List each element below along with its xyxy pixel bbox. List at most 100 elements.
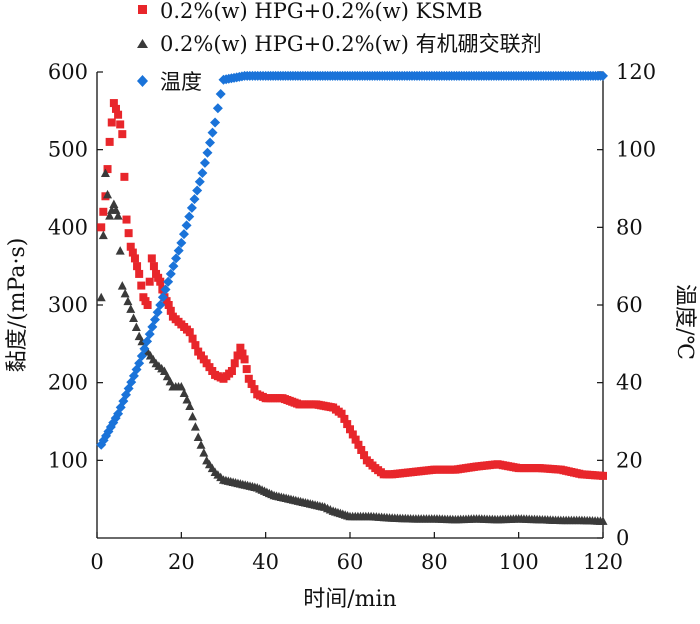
data-point-ksmb bbox=[137, 281, 146, 290]
data-point-ksmb bbox=[238, 349, 247, 358]
data-point-organoboron bbox=[182, 394, 192, 404]
data-point-organoboron bbox=[179, 388, 189, 398]
data-point-ksmb bbox=[143, 301, 152, 309]
x-tick-label: 80 bbox=[421, 550, 448, 574]
data-point-ksmb bbox=[240, 355, 249, 364]
data-point-temperature bbox=[199, 157, 210, 168]
legend-item-ksmb: 0.2%(w) HPG+0.2%(w) KSMB bbox=[138, 0, 483, 23]
legend-marker-temperature bbox=[137, 75, 148, 87]
data-point-temperature bbox=[155, 300, 166, 310]
data-point-ksmb bbox=[164, 301, 173, 309]
data-point-temperature bbox=[173, 245, 184, 256]
y-axis-right-title: 温度/℃ bbox=[672, 284, 697, 360]
data-point-ksmb bbox=[128, 248, 137, 257]
y-tick-label: 400 bbox=[48, 215, 88, 239]
y2-tick-label: 60 bbox=[616, 293, 643, 317]
data-point-ksmb bbox=[156, 277, 165, 286]
data-point-temperature bbox=[184, 211, 195, 222]
data-point-temperature bbox=[176, 237, 187, 248]
data-point-temperature bbox=[165, 268, 176, 279]
data-point-ksmb bbox=[114, 110, 123, 119]
data-point-temperature bbox=[207, 127, 218, 138]
data-point-ksmb bbox=[351, 435, 360, 444]
data-point-ksmb bbox=[99, 207, 108, 216]
y-axis-left: 100 200 300 400 500 600 bbox=[48, 60, 103, 472]
data-point-ksmb bbox=[133, 262, 142, 271]
y-tick-label: 500 bbox=[48, 138, 88, 162]
data-point-organoboron bbox=[176, 382, 186, 391]
data-point-temperature bbox=[168, 261, 179, 272]
x-tick-label: 60 bbox=[337, 550, 364, 574]
x-tick-label: 120 bbox=[583, 550, 623, 574]
data-point-organoboron bbox=[96, 292, 106, 302]
data-point-ksmb bbox=[599, 471, 607, 480]
legend-marker-organoboron bbox=[137, 39, 148, 48]
data-point-temperature bbox=[160, 284, 171, 295]
data-point-organoboron bbox=[115, 246, 125, 255]
data-point-ksmb bbox=[346, 425, 354, 434]
data-point-temperature bbox=[178, 229, 189, 240]
data-point-organoboron bbox=[105, 211, 115, 220]
data-point-ksmb bbox=[166, 306, 175, 315]
y-tick-label: 600 bbox=[48, 60, 88, 84]
data-point-temperature bbox=[157, 292, 168, 303]
data-point-ksmb bbox=[107, 118, 116, 127]
data-point-ksmb bbox=[122, 215, 131, 224]
data-point-ksmb bbox=[120, 172, 129, 181]
data-point-ksmb bbox=[135, 269, 144, 278]
data-point-temperature bbox=[194, 176, 205, 187]
x-axis-title: 时间/min bbox=[303, 587, 396, 612]
data-point-temperature bbox=[210, 117, 221, 128]
y2-tick-label: 120 bbox=[616, 60, 656, 84]
legend-label-organoboron: 0.2%(w) HPG+0.2%(w) 有机硼交联剂 bbox=[160, 32, 542, 56]
x-tick-label: 0 bbox=[90, 550, 103, 574]
data-point-ksmb bbox=[111, 104, 120, 113]
y-tick-label: 300 bbox=[48, 293, 88, 317]
data-point-organoboron bbox=[113, 211, 123, 220]
data-point-ksmb bbox=[116, 120, 125, 129]
data-point-temperature bbox=[192, 185, 203, 196]
data-point-ksmb bbox=[357, 445, 366, 454]
data-point-organoboron bbox=[100, 168, 110, 177]
series-1 bbox=[97, 99, 607, 480]
data-point-organoboron bbox=[598, 516, 608, 525]
data-point-ksmb bbox=[233, 351, 242, 360]
y2-tick-label: 100 bbox=[616, 138, 656, 162]
data-point-ksmb bbox=[118, 130, 127, 139]
data-point-organoboron bbox=[98, 230, 108, 240]
data-point-ksmb bbox=[354, 440, 363, 449]
data-point-ksmb bbox=[242, 365, 251, 374]
data-point-temperature bbox=[215, 89, 226, 100]
legend-item-organoboron: 0.2%(w) HPG+0.2%(w) 有机硼交联剂 bbox=[137, 32, 542, 56]
data-point-ksmb bbox=[145, 277, 154, 286]
data-point-organoboron bbox=[120, 288, 130, 298]
y2-tick-label: 0 bbox=[616, 526, 629, 550]
data-point-ksmb bbox=[340, 414, 349, 423]
data-point-ksmb bbox=[236, 343, 245, 352]
data-point-organoboron bbox=[103, 189, 113, 199]
data-point-ksmb bbox=[348, 430, 357, 439]
data-point-ksmb bbox=[244, 374, 253, 383]
data-point-temperature bbox=[118, 396, 129, 407]
y-tick-label: 100 bbox=[48, 448, 88, 472]
x-tick-label: 40 bbox=[252, 550, 279, 574]
data-point-temperature bbox=[598, 70, 608, 81]
data-point-organoboron bbox=[190, 422, 200, 431]
x-tick-label: 100 bbox=[499, 550, 539, 574]
data-point-ksmb bbox=[188, 334, 197, 343]
data-point-organoboron bbox=[193, 432, 203, 442]
data-point-temperature bbox=[212, 103, 223, 114]
data-point-ksmb bbox=[130, 254, 139, 263]
y2-tick-label: 20 bbox=[616, 448, 643, 472]
legend-item-temperature: 温度 bbox=[137, 70, 202, 94]
data-point-ksmb bbox=[230, 359, 239, 368]
data-point-organoboron bbox=[196, 440, 206, 449]
data-point-organoboron bbox=[131, 322, 141, 332]
y-axis-right: 0 20 40 60 80 100 120 bbox=[597, 60, 656, 550]
x-tick-label: 20 bbox=[168, 550, 195, 574]
data-point-temperature bbox=[205, 137, 216, 148]
data-point-ksmb bbox=[105, 137, 114, 146]
legend-marker-ksmb bbox=[138, 5, 147, 14]
y2-tick-label: 40 bbox=[616, 371, 643, 395]
data-point-temperature bbox=[189, 194, 200, 205]
